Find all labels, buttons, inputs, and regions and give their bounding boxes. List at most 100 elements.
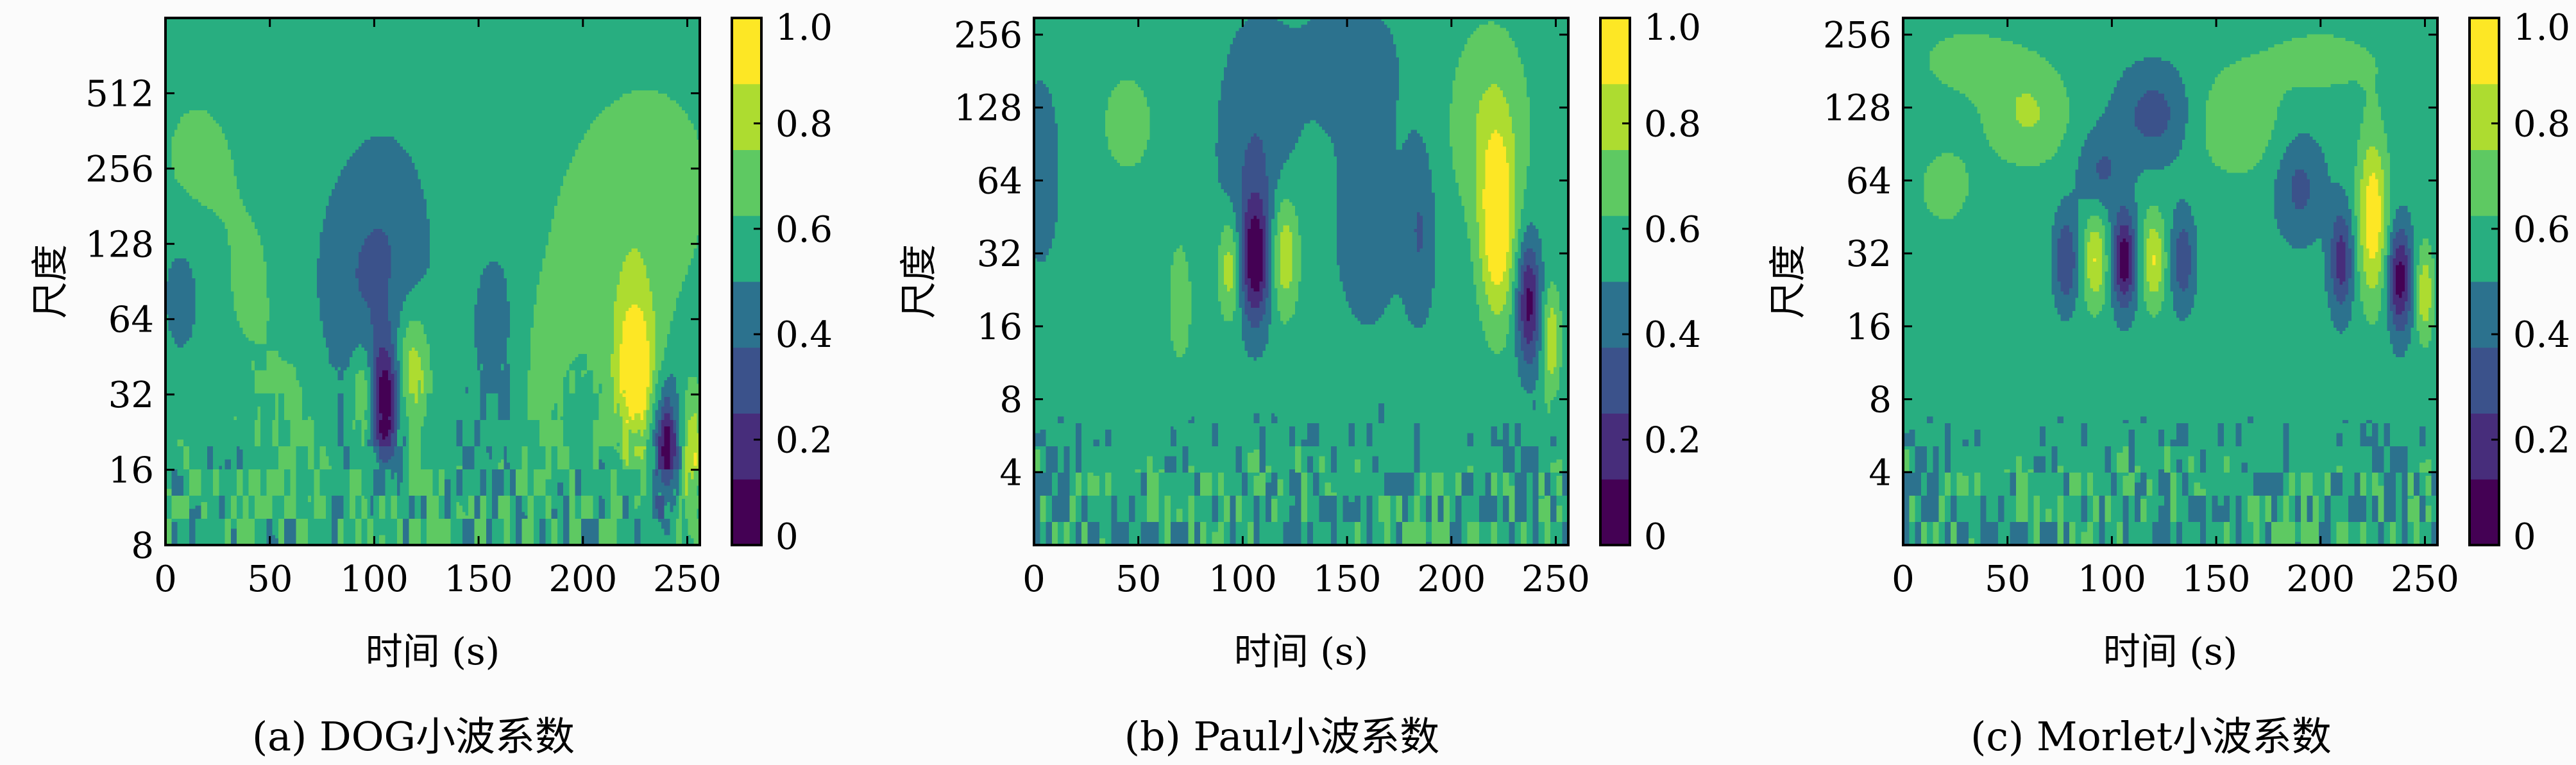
chart-panel-3: 0 50 100 150 200 250 4 8 16 32 64 128 256 时间 (s) 尺度 (c)… (1766, 7, 2570, 760)
x-tick-label: 100 (340, 559, 409, 600)
y-tick-label: 128 (954, 88, 1022, 130)
colorbar-tick-label: 0.6 (1644, 209, 1701, 251)
y-tick-label: 256 (1823, 15, 1892, 56)
colorbar-segment (1600, 149, 1630, 216)
y-tick-label: 256 (85, 149, 154, 190)
x-tick-label: 0 (154, 559, 177, 600)
heatmap-image (1034, 18, 1568, 545)
x-tick-label: 50 (1985, 559, 2030, 600)
colorbar-segment (2470, 413, 2499, 480)
colorbar-tick-label: 0.6 (2513, 209, 2570, 251)
x-axis-label: 时间 (s) (2103, 630, 2237, 673)
y-tick-label: 64 (108, 299, 154, 341)
colorbar-tick-label: 0.2 (775, 420, 833, 462)
colorbar-segment (732, 149, 761, 216)
x-tick-label: 50 (247, 559, 292, 600)
x-tick-label: 150 (1313, 559, 1382, 600)
heatmap-image (1903, 18, 2437, 545)
y-tick-label: 32 (977, 233, 1022, 275)
colorbar-tick-label: 1.0 (2513, 7, 2570, 49)
plot-frame (1902, 17, 2439, 546)
colorbar-segment (2470, 282, 2499, 348)
x-tick-label: 200 (1417, 559, 1486, 600)
colorbar-tick-label: 0 (2513, 516, 2536, 558)
y-axis-label: 尺度 (28, 244, 72, 319)
colorbar-segment (1600, 83, 1630, 150)
colorbar-segment (1600, 479, 1630, 546)
plot-frame (1033, 17, 1570, 546)
colorbar-segment (1600, 215, 1630, 282)
colorbar-segment (732, 479, 761, 546)
colorbar-tick-label: 0.2 (1644, 420, 1701, 462)
x-tick-label: 200 (548, 559, 617, 600)
y-tick-label: 4 (1868, 452, 1892, 494)
colorbar-tick-label: 0.8 (775, 103, 833, 145)
y-tick-label: 64 (977, 160, 1022, 202)
colorbar-segment (2470, 83, 2499, 150)
y-tick-label: 8 (999, 380, 1022, 421)
colorbar: 0 0.2 0.4 0.6 0.8 1.0 (1599, 7, 1701, 558)
y-axis-label: 尺度 (897, 244, 940, 319)
colorbar-tick-label: 0.4 (775, 314, 833, 356)
colorbar-segment (732, 413, 761, 480)
colorbar-segment (2470, 18, 2499, 85)
colorbar-segment (2470, 149, 2499, 216)
colorbar-segment (2470, 215, 2499, 282)
panel-caption: (b) Paul小波系数 (1124, 713, 1439, 760)
colorbar-tick-label: 0.8 (2513, 103, 2570, 145)
colorbar-frame (2468, 17, 2500, 546)
chart-panel-1: 0 50 100 150 200 250 8 16 32 64 128 256 512 时间 (s) 尺度 (… (28, 7, 833, 760)
colorbar-tick-label: 0.2 (2513, 420, 2570, 462)
colorbar-segment (1600, 347, 1630, 414)
x-axis-label: 时间 (s) (366, 630, 500, 673)
colorbar-tick-label: 0.4 (1644, 314, 1701, 356)
panel-caption: (c) Morlet小波系数 (1970, 713, 2332, 760)
x-tick-label: 100 (2078, 559, 2146, 600)
y-tick-label: 512 (85, 73, 154, 115)
y-tick-label: 32 (1846, 233, 1892, 275)
colorbar-tick-label: 1.0 (775, 7, 833, 49)
y-tick-label: 8 (1868, 380, 1892, 421)
colorbar: 0 0.2 0.4 0.6 0.8 1.0 (2468, 7, 2570, 558)
y-tick-label: 256 (954, 15, 1022, 56)
y-tick-label: 128 (1823, 88, 1892, 130)
colorbar-segment (1600, 18, 1630, 85)
colorbar-tick-label: 0 (1644, 516, 1667, 558)
x-tick-label: 50 (1115, 559, 1161, 600)
colorbar-segment (1600, 282, 1630, 348)
y-tick-label: 16 (977, 307, 1022, 348)
colorbar-frame (731, 17, 763, 546)
x-tick-label: 200 (2286, 559, 2355, 600)
colorbar-segment (1600, 413, 1630, 480)
colorbar-tick-label: 0.8 (1644, 103, 1701, 145)
colorbar-segment (732, 347, 761, 414)
y-tick-label: 16 (1846, 307, 1892, 348)
x-tick-label: 250 (1521, 559, 1590, 600)
colorbar-frame (1599, 17, 1631, 546)
x-tick-label: 250 (2391, 559, 2459, 600)
chart-panel-2: 0 50 100 150 200 250 4 8 16 32 64 128 256 时间 (s) 尺度 (b)… (897, 7, 1701, 760)
x-tick-label: 150 (445, 559, 513, 600)
y-axis-label: 尺度 (1766, 244, 1809, 319)
y-tick-label: 8 (131, 525, 154, 567)
colorbar-tick-label: 1.0 (1644, 7, 1701, 49)
colorbar-segment (732, 282, 761, 348)
heatmap-image (165, 18, 700, 545)
colorbar-tick-label: 0.6 (775, 209, 833, 251)
x-axis-label: 时间 (s) (1234, 630, 1368, 673)
colorbar-segment (732, 83, 761, 150)
y-tick-label: 128 (85, 224, 154, 265)
colorbar-segment (2470, 479, 2499, 546)
y-tick-label: 64 (1846, 160, 1892, 202)
panel-caption: (a) DOG小波系数 (252, 713, 575, 760)
x-tick-label: 0 (1022, 559, 1046, 600)
x-tick-label: 250 (653, 559, 722, 600)
colorbar-segment (2470, 347, 2499, 414)
x-tick-label: 150 (2182, 559, 2251, 600)
panels: 0 50 100 150 200 250 8 16 32 64 128 256 512 时间 (s) 尺度 (… (28, 7, 2570, 760)
x-tick-label: 100 (1208, 559, 1277, 600)
colorbar-segment (732, 215, 761, 282)
x-tick-label: 0 (1892, 559, 1915, 600)
y-tick-label: 32 (108, 374, 154, 416)
